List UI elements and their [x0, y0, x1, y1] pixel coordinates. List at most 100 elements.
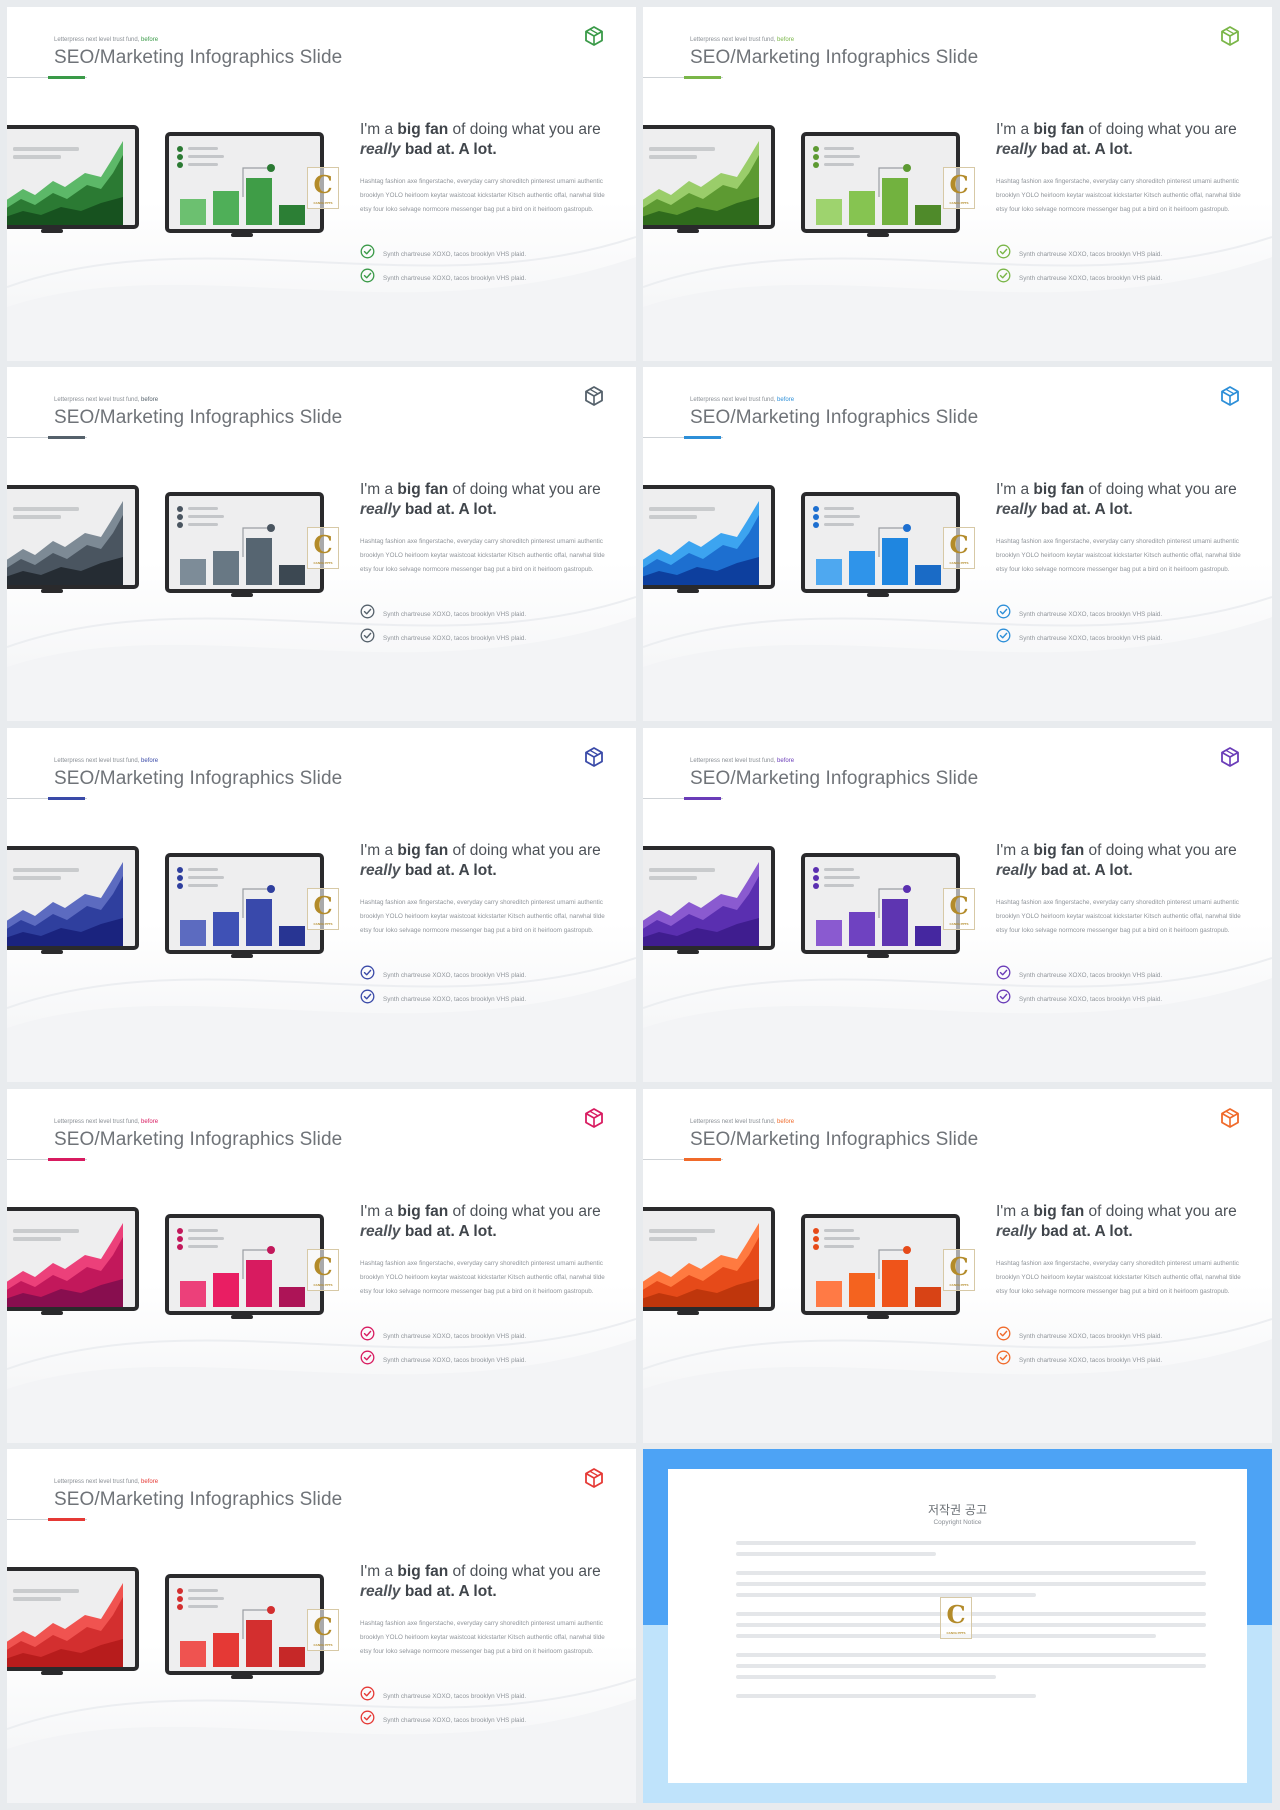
background-swoosh [643, 957, 1272, 1082]
slide-title: SEO/Marketing Infographics Slide [690, 407, 979, 428]
heading-bold: big fan [1033, 481, 1085, 498]
slide-title: SEO/Marketing Infographics Slide [54, 1489, 343, 1510]
title-underline [7, 436, 87, 439]
slide-heading: I'm a big fan of doing what you are real… [996, 1202, 1246, 1242]
background-swoosh [7, 957, 636, 1082]
checklist-item: Synth chartreuse XOXO, tacos brooklyn VH… [996, 244, 1162, 262]
title-underline-accent [48, 436, 85, 439]
watermark-caption: CANVA PPTS [313, 1643, 333, 1647]
slide-title: SEO/Marketing Infographics Slide [690, 768, 979, 789]
cube-logo-icon [1219, 385, 1241, 412]
notice-subtitle: Copyright Notice [933, 1519, 982, 1526]
title-underline [643, 436, 723, 439]
body-paragraph: Hashtag fashion axe fingerstache, everyd… [996, 1260, 1241, 1295]
pre-title-accent: before [777, 1119, 795, 1125]
heading-text-3: bad at. A lot. [400, 1583, 497, 1600]
cube-logo-icon [583, 746, 605, 773]
area-chart-monitor [7, 485, 139, 593]
notice-text-line [736, 1653, 1206, 1657]
checklist-item: Synth chartreuse XOXO, tacos brooklyn VH… [360, 628, 526, 646]
check-circle-icon [996, 1326, 1011, 1346]
bar-chart-monitor [801, 1214, 960, 1319]
checklist-text: Synth chartreuse XOXO, tacos brooklyn VH… [1019, 274, 1163, 282]
cube-logo-icon [1219, 25, 1241, 52]
heading-italic: really [996, 862, 1037, 879]
body-paragraph: Hashtag fashion axe fingerstache, everyd… [996, 178, 1241, 213]
slide-green2[interactable]: Letterpress next level trust fund, befor… [643, 7, 1272, 361]
heading-text-1: I'm a [360, 1203, 398, 1220]
background-swoosh [7, 1318, 636, 1443]
title-underline [643, 797, 723, 800]
body-paragraph: Hashtag fashion axe fingerstache, everyd… [360, 538, 605, 573]
check-circle-icon [996, 604, 1011, 624]
checklist-text: Synth chartreuse XOXO, tacos brooklyn VH… [383, 250, 527, 258]
area-chart-monitor [643, 846, 775, 954]
checklist-text: Synth chartreuse XOXO, tacos brooklyn VH… [1019, 634, 1163, 642]
notice-gap [736, 1686, 1206, 1694]
slide-red[interactable]: Letterpress next level trust fund, befor… [7, 1449, 636, 1803]
cube-logo-icon [583, 1107, 605, 1134]
background-swoosh [7, 236, 636, 361]
slide-green1[interactable]: Letterpress next level trust fund, befor… [7, 7, 636, 361]
area-chart-monitor [643, 1207, 775, 1315]
pre-title-accent: before [777, 37, 795, 43]
checklist-item: Synth chartreuse XOXO, tacos brooklyn VH… [360, 244, 527, 262]
notice-text-line [736, 1571, 1206, 1575]
area-chart-monitor [7, 1567, 139, 1675]
bar-chart-monitor [165, 1574, 324, 1679]
heading-bold: big fan [1033, 1203, 1085, 1220]
slide-navy[interactable]: Letterpress next level trust fund, befor… [7, 728, 636, 1082]
slide-orange[interactable]: Letterpress next level trust fund, befor… [643, 1089, 1272, 1443]
watermark-caption: CANVA PPTS [949, 201, 969, 205]
watermark-caption: CANVA PPTS [313, 922, 333, 926]
slide-title: SEO/Marketing Infographics Slide [690, 47, 979, 68]
heading-text-2: of doing what you are [448, 1563, 601, 1580]
slide-pink[interactable]: Letterpress next level trust fund, befor… [7, 1089, 636, 1443]
heading-bold: big fan [1033, 842, 1085, 859]
heading-italic: really [360, 141, 401, 158]
copyright-notice-slide[interactable]: 저작권 공고 Copyright Notice C CANVA PPTS [643, 1449, 1272, 1803]
cube-logo-icon [1219, 746, 1241, 773]
checklist-item: Synth chartreuse XOXO, tacos brooklyn VH… [360, 965, 526, 983]
watermark-caption: CANVA PPTS [949, 1283, 969, 1287]
title-underline-accent [48, 1518, 85, 1521]
checklist-text: Synth chartreuse XOXO, tacos brooklyn VH… [383, 610, 527, 618]
check-circle-icon [360, 989, 375, 1009]
area-chart-monitor [643, 485, 775, 593]
checklist-text: Synth chartreuse XOXO, tacos brooklyn VH… [1019, 1332, 1163, 1340]
background-swoosh [643, 236, 1272, 361]
area-chart-monitor [7, 1207, 139, 1315]
slide-blue[interactable]: Letterpress next level trust fund, befor… [643, 367, 1272, 721]
slide-title: SEO/Marketing Infographics Slide [54, 1129, 343, 1150]
notice-text-line [736, 1552, 936, 1556]
watermark-logo: C CANVA PPTS [307, 167, 339, 209]
heading-text-2: of doing what you are [1084, 481, 1237, 498]
background-swoosh [643, 596, 1272, 721]
pre-title: Letterpress next level trust fund, befor… [690, 758, 794, 764]
pre-title-text: Letterpress next level trust fund, [690, 397, 778, 403]
title-underline [643, 1158, 723, 1161]
check-circle-icon [360, 268, 375, 288]
checklist-text: Synth chartreuse XOXO, tacos brooklyn VH… [1019, 1356, 1163, 1364]
cube-logo-icon [1219, 1107, 1241, 1134]
slide-slate[interactable]: Letterpress next level trust fund, befor… [7, 367, 636, 721]
slide-heading: I'm a big fan of doing what you are real… [996, 120, 1246, 160]
pre-title: Letterpress next level trust fund, befor… [54, 37, 158, 43]
title-underline-accent [48, 1158, 85, 1161]
area-chart-monitor [7, 846, 139, 954]
pre-title-accent: before [777, 397, 795, 403]
bar-chart-monitor [801, 492, 960, 597]
watermark-caption: CANVA PPTS [313, 1283, 333, 1287]
check-circle-icon [360, 604, 375, 624]
heading-italic: really [996, 141, 1037, 158]
bar-chart-monitor [165, 853, 324, 958]
heading-text-2: of doing what you are [1084, 1203, 1237, 1220]
checklist-text: Synth chartreuse XOXO, tacos brooklyn VH… [1019, 610, 1163, 618]
slide-heading: I'm a big fan of doing what you are real… [360, 841, 610, 881]
slide-purple[interactable]: Letterpress next level trust fund, befor… [643, 728, 1272, 1082]
checklist-item: Synth chartreuse XOXO, tacos brooklyn VH… [360, 1710, 526, 1728]
body-paragraph: Hashtag fashion axe fingerstache, everyd… [996, 538, 1241, 573]
notice-text-line [736, 1541, 1196, 1545]
watermark-logo: C CANVA PPTS [943, 888, 975, 930]
